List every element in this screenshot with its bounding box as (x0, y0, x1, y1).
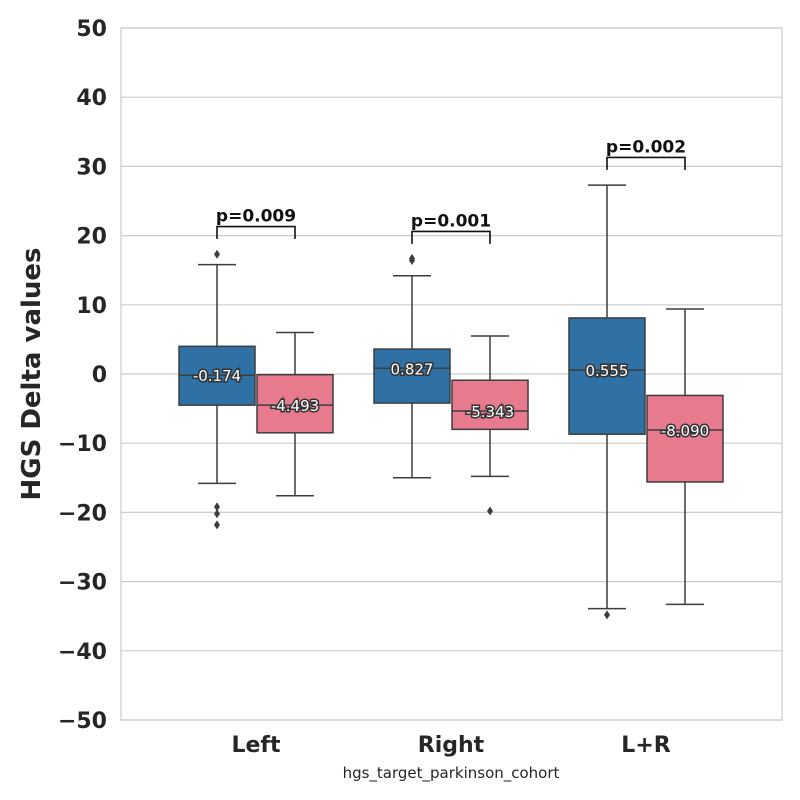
significance-bracket: p=0.009 (216, 207, 296, 240)
y-tick-label: −50 (58, 709, 107, 734)
p-value-label: p=0.001 (411, 211, 491, 231)
outlier-point (409, 256, 415, 266)
p-value-label: p=0.009 (216, 207, 296, 227)
box-iqr (256, 373, 334, 434)
median-value-label: -8.090 (661, 422, 709, 440)
boxes: -0.174 -4.493 0.827 -5.343 0.555 -8.090 (178, 184, 724, 620)
median-value-label: -4.493 (271, 397, 319, 415)
y-tick-label: −40 (58, 640, 107, 665)
box-group: -5.343 (451, 335, 529, 516)
outlier-point (604, 610, 610, 620)
y-tick-label: 20 (76, 225, 107, 250)
significance-bracket: p=0.002 (606, 137, 686, 170)
y-tick-label: 30 (76, 155, 107, 180)
significance-bracket: p=0.001 (411, 211, 491, 244)
x-tick-labels: Left Right L+R (231, 733, 670, 758)
y-tick-label: 0 (92, 363, 107, 388)
y-tick-label: −30 (58, 571, 107, 596)
outlier-point (487, 506, 493, 516)
x-tick-label: Right (418, 733, 485, 758)
box-iqr (373, 348, 451, 404)
box-group: 0.827 (373, 253, 451, 479)
box-group: -0.174 (178, 249, 256, 530)
bracket-line (411, 230, 491, 244)
outlier-point (214, 509, 220, 519)
y-tick-label: −10 (58, 432, 107, 457)
outlier-point (214, 502, 220, 512)
y-axis-label: HGS Delta values (17, 247, 47, 500)
box-group: -4.493 (256, 331, 334, 497)
median-value-label: 0.827 (391, 360, 434, 378)
box-iqr (451, 379, 529, 431)
box-group: 0.555 (568, 184, 646, 620)
y-tick-label: 50 (76, 17, 107, 42)
y-tick-label: 10 (76, 294, 107, 319)
median-value-label: 0.555 (586, 362, 629, 380)
y-tick-labels: 50 40 30 20 10 0 −10 −20 −30 −40 −50 (58, 17, 107, 734)
median-value-label: -0.174 (193, 367, 241, 385)
outlier-point (214, 249, 220, 259)
box-iqr (646, 394, 724, 483)
box-group: -8.090 (646, 308, 724, 606)
y-tick-label: −20 (58, 501, 107, 526)
bracket-line (606, 156, 686, 170)
p-value-label: p=0.002 (606, 137, 686, 157)
x-tick-label: Left (231, 733, 281, 758)
significance-annotations: p=0.009 p=0.001 p=0.002 (216, 137, 686, 244)
bracket-line (216, 225, 296, 240)
outlier-point (214, 520, 220, 530)
y-tick-label: 40 (76, 86, 107, 111)
box-iqr (568, 317, 646, 435)
median-value-label: -5.343 (466, 403, 514, 421)
x-tick-label: L+R (621, 733, 670, 758)
x-axis-label: hgs_target_parkinson_cohort (343, 764, 560, 783)
